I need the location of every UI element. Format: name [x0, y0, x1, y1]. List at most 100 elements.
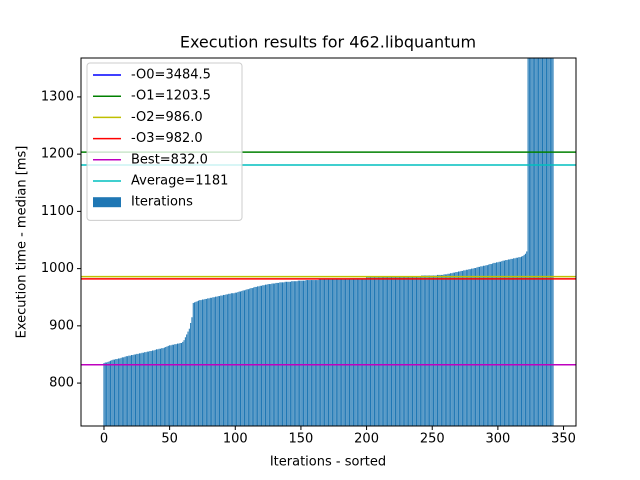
bar	[111, 360, 113, 426]
legend-label: Best=832.0	[131, 152, 208, 167]
bar	[401, 276, 403, 426]
bar	[312, 280, 314, 426]
bar	[148, 351, 150, 426]
x-tick-label: 150	[289, 432, 314, 447]
bar	[543, 58, 545, 426]
bar	[182, 341, 184, 426]
bar	[121, 357, 123, 426]
bar	[501, 261, 503, 426]
bar	[364, 278, 366, 426]
bar	[473, 268, 475, 426]
bar	[220, 295, 222, 426]
bar	[184, 337, 186, 426]
bar	[496, 262, 498, 426]
bar	[218, 296, 221, 426]
bar	[296, 281, 298, 426]
bar	[249, 288, 251, 426]
bar	[283, 282, 285, 426]
bar	[254, 286, 256, 426]
bar	[514, 258, 516, 426]
bar	[540, 58, 542, 426]
bar	[107, 361, 109, 426]
bar	[439, 274, 441, 426]
bar	[503, 260, 505, 426]
bar	[422, 275, 424, 426]
y-tick-label: 800	[49, 376, 74, 391]
bar	[175, 344, 177, 426]
bar	[233, 293, 235, 426]
bar	[347, 278, 349, 426]
legend-label: -O2=986.0	[131, 110, 203, 125]
bar	[356, 278, 358, 426]
bar	[268, 284, 270, 426]
bar	[419, 276, 421, 426]
bar	[246, 289, 248, 426]
bar	[271, 283, 273, 426]
bar	[433, 275, 435, 426]
bar	[288, 281, 290, 426]
bar	[276, 282, 278, 426]
bar	[169, 345, 171, 426]
bar	[327, 279, 330, 426]
bar	[367, 277, 369, 426]
bar	[129, 355, 131, 426]
bar	[262, 285, 264, 426]
bar	[155, 349, 158, 426]
bar	[345, 278, 347, 426]
axes-frame	[80, 57, 577, 427]
y-tick-label: 900	[49, 318, 74, 333]
bar	[242, 290, 244, 426]
bar	[115, 359, 117, 426]
legend: -O0=3484.5 -O1=1203.5 -O2=986.0 -O3=982.0 Be…	[86, 62, 243, 221]
bar	[549, 58, 551, 426]
bar	[373, 277, 375, 426]
x-axis-label: Iterations - sorted	[270, 455, 386, 470]
bar	[170, 345, 172, 426]
bar	[383, 276, 385, 426]
bar	[376, 277, 378, 426]
bar	[197, 300, 200, 426]
bar	[377, 277, 379, 426]
bar	[402, 276, 404, 426]
bar	[334, 278, 336, 426]
bar	[481, 266, 483, 426]
bar	[523, 254, 525, 426]
bar	[360, 278, 362, 426]
bar	[333, 279, 335, 426]
bar	[536, 58, 538, 426]
bar	[494, 262, 496, 426]
bar	[341, 278, 343, 426]
bar	[335, 278, 337, 426]
bar	[125, 356, 127, 426]
bar	[490, 264, 492, 426]
bar	[531, 58, 533, 426]
bar	[468, 269, 470, 426]
bar	[455, 272, 457, 426]
bar	[465, 269, 467, 426]
bar	[285, 281, 288, 426]
bar	[522, 256, 524, 426]
bar	[201, 299, 203, 426]
bar	[463, 270, 465, 426]
bar	[251, 288, 253, 426]
bar	[241, 290, 243, 426]
bar	[534, 58, 536, 426]
bar	[375, 277, 377, 426]
bar	[387, 276, 389, 426]
x-tick-label: 300	[485, 432, 510, 447]
bar	[442, 274, 444, 426]
bar	[352, 278, 354, 426]
bar	[381, 276, 383, 426]
bar	[173, 344, 175, 426]
bar	[405, 276, 407, 426]
bar	[348, 278, 351, 426]
legend-swatch	[93, 197, 121, 208]
bar	[230, 293, 232, 426]
bar	[165, 347, 167, 426]
bar	[200, 300, 202, 426]
bar	[208, 298, 210, 426]
bar	[309, 280, 311, 426]
y-tick-label: 1200	[41, 147, 74, 162]
bar	[355, 278, 357, 426]
